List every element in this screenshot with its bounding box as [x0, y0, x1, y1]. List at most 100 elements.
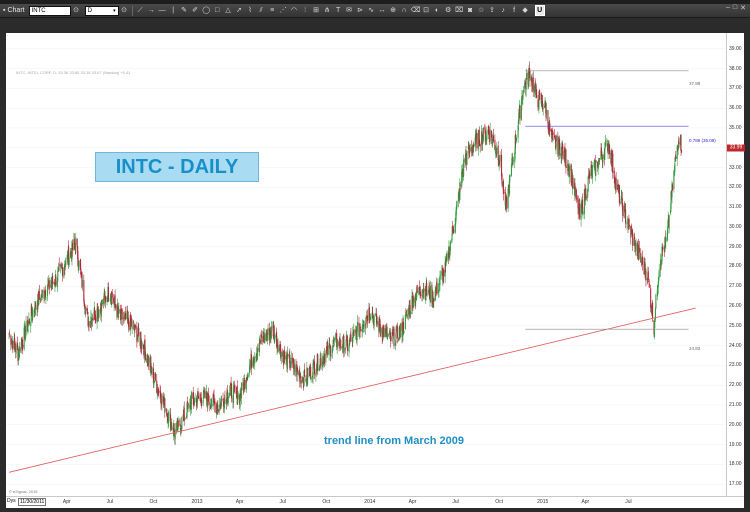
- period-select[interactable]: D ▾: [84, 5, 119, 16]
- pencil-tool-icon[interactable]: ✎: [181, 6, 188, 14]
- gann-tool-icon[interactable]: ⊞: [313, 6, 320, 14]
- candle-body: [243, 377, 245, 379]
- candle-body: [605, 140, 607, 145]
- period-select-value: D: [87, 7, 92, 14]
- share-tool-icon[interactable]: ⇪: [489, 6, 496, 14]
- candle-body: [415, 299, 417, 302]
- polyline-tool-icon[interactable]: ⌇: [248, 6, 252, 14]
- camera-tool-icon[interactable]: ◙: [467, 6, 473, 14]
- ray-tool-icon[interactable]: →: [147, 6, 155, 14]
- symbol-input[interactable]: INTC: [28, 5, 71, 16]
- trash-tool-icon[interactable]: ⌧: [455, 6, 464, 14]
- channel-tool-icon[interactable]: ⫽: [259, 6, 263, 14]
- candle-body: [395, 332, 397, 344]
- symbol-info-line: INTC, INTEL CORP, D, 33.36 33.80 33.18 3…: [16, 70, 131, 75]
- candle-body: [628, 219, 630, 224]
- candle-body: [303, 369, 306, 377]
- candle-body: [557, 135, 559, 155]
- zoom-tool-icon[interactable]: ⊕: [390, 6, 397, 14]
- candle-body: [46, 289, 48, 297]
- brush-tool-icon[interactable]: ✐: [192, 6, 199, 14]
- trend-line-annotation: trend line from March 2009: [324, 435, 464, 447]
- candle-body: [328, 342, 330, 355]
- period-lookup-icon[interactable]: ⊙: [121, 6, 128, 14]
- price-label-tool-icon[interactable]: ⊳: [357, 6, 364, 14]
- candle-body: [648, 281, 650, 283]
- symbol-lookup-icon[interactable]: ⊙: [73, 6, 80, 14]
- magnet-tool-icon[interactable]: ∩: [401, 6, 407, 14]
- fib-time-tool-icon[interactable]: ⦙: [304, 6, 306, 14]
- candle-body: [552, 132, 554, 135]
- eraser-tool-icon[interactable]: ⌫: [410, 6, 421, 14]
- triangle-tool-icon[interactable]: △: [225, 6, 231, 14]
- vline-tool-icon[interactable]: |: [172, 6, 175, 14]
- fib-arc-tool-icon[interactable]: ◠: [291, 6, 298, 14]
- maximize-icon[interactable]: □: [732, 4, 738, 11]
- candle-body: [522, 89, 524, 95]
- candle-body: [164, 398, 166, 413]
- lock-tool-icon[interactable]: ⊡: [423, 6, 430, 14]
- candle-body: [348, 339, 351, 346]
- candle-body: [648, 283, 650, 288]
- fill-tool-icon[interactable]: ◆: [522, 6, 528, 14]
- candle-body: [30, 321, 32, 327]
- price-axis[interactable]: 17.00 18.00 19.00 20.00 21.00 22.00 23.00 24.00…: [726, 33, 745, 496]
- candle-body: [91, 318, 93, 321]
- note-tool-icon[interactable]: ✉: [346, 6, 353, 14]
- candle-body: [40, 294, 42, 301]
- fib-level-label-low: 24.83: [689, 346, 701, 351]
- time-axis[interactable]: Dys 11/30/2011 Apr Jul Oct 2013 Apr Jul Oct 201…: [6, 496, 744, 508]
- star-tool-icon[interactable]: ☆: [477, 6, 485, 14]
- candle-body: [278, 347, 280, 352]
- candle-body: [104, 294, 106, 296]
- y-tick-label: 31.00: [729, 204, 742, 211]
- candle-body: [93, 317, 95, 321]
- candle-body: [555, 135, 557, 142]
- facebook-icon[interactable]: f: [513, 6, 516, 14]
- candle-body: [516, 137, 518, 139]
- close-icon[interactable]: ✕: [740, 5, 746, 12]
- candle-body: [23, 327, 25, 350]
- u-button[interactable]: U: [534, 5, 545, 16]
- candle-body: [193, 396, 195, 404]
- start-date-field[interactable]: 11/30/2011: [18, 498, 47, 506]
- twitter-icon[interactable]: ♪: [501, 6, 505, 14]
- line-tool-icon[interactable]: ⟋: [137, 6, 143, 14]
- candle-body: [531, 77, 533, 86]
- candle-body: [350, 334, 352, 340]
- chart-title-box: INTC - DAILY: [95, 152, 259, 182]
- candle-body: [439, 275, 441, 286]
- candle-body: [197, 392, 199, 395]
- minimize-icon[interactable]: –: [725, 4, 730, 11]
- text-tool-icon[interactable]: T: [335, 6, 341, 14]
- candle-body: [620, 195, 622, 201]
- fib-fan-tool-icon[interactable]: ⋰: [279, 6, 287, 14]
- candle-body: [394, 343, 396, 346]
- pitchfork-tool-icon[interactable]: ⋔: [324, 6, 331, 14]
- hide-tool-icon[interactable]: ◐: [434, 6, 440, 14]
- price-chart[interactable]: INTC, INTEL CORP, D, 33.36 33.80 33.18 3…: [6, 33, 726, 496]
- candle-body: [552, 130, 554, 135]
- hline-tool-icon[interactable]: —: [158, 6, 166, 14]
- rect-tool-icon[interactable]: □: [214, 6, 220, 14]
- candle-body: [589, 172, 591, 179]
- y-tick-label: 23.00: [729, 362, 742, 369]
- measure-tool-icon[interactable]: ↔: [378, 6, 386, 14]
- candle-body: [247, 376, 249, 379]
- last-price-tag: 33.99: [727, 144, 745, 152]
- candle-body: [133, 324, 135, 329]
- candle-body: [106, 297, 108, 300]
- settings-tool-icon[interactable]: ⚙: [444, 6, 452, 14]
- cycles-tool-icon[interactable]: ∿: [368, 6, 375, 14]
- candle-body: [201, 403, 203, 405]
- candle-body: [87, 311, 89, 314]
- fib-retracement-tool-icon[interactable]: ≡: [270, 6, 275, 14]
- candle-body: [171, 427, 173, 430]
- candle-body: [388, 333, 390, 335]
- arrow-tool-icon[interactable]: ➚: [236, 6, 243, 14]
- candle-body: [239, 393, 241, 407]
- y-tick-label: 35.00: [729, 124, 742, 131]
- ellipse-tool-icon[interactable]: ◯: [202, 6, 211, 14]
- candle-body: [157, 387, 159, 394]
- candle-body: [231, 384, 233, 399]
